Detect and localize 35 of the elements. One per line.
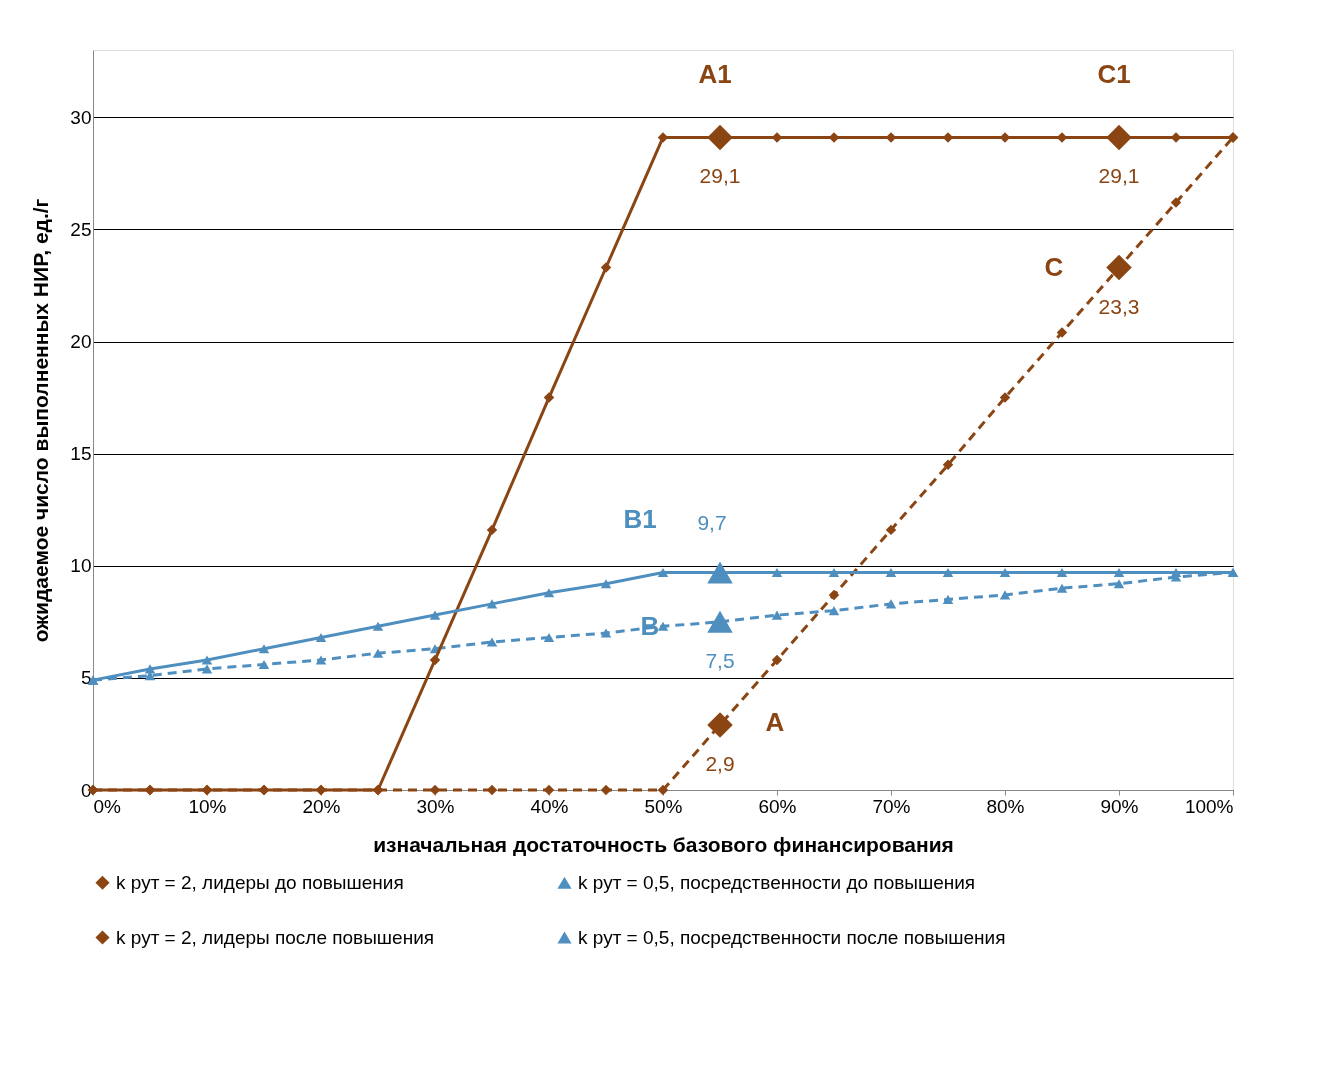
x-tick-label: 70%: [872, 795, 911, 817]
x-tick-label: 100%: [1184, 795, 1234, 817]
x-tick-label: 80%: [986, 795, 1025, 817]
x-tick-label: 10%: [188, 795, 227, 817]
y-tick-label: 20: [70, 331, 92, 353]
y-tick-label: 15: [70, 443, 92, 465]
legend-label: k рут = 0,5, посредственности после повышения: [578, 926, 1006, 948]
x-tick-label: 40%: [530, 795, 569, 817]
y-tick-label: 25: [70, 218, 92, 240]
x-tick-label: 90%: [1100, 795, 1139, 817]
x-tick-label: 0%: [93, 795, 122, 817]
data-label: 29,1: [699, 164, 741, 188]
legend-label: k рут = 2, лидеры после повышения: [116, 926, 435, 948]
data-label: 9,7: [697, 511, 727, 535]
data-label: 7,5: [705, 648, 735, 672]
y-tick-label: 30: [70, 106, 92, 128]
annotation: C: [1044, 251, 1064, 282]
data-label: 29,1: [1098, 164, 1140, 188]
annotation: B1: [623, 504, 657, 535]
x-tick-label: 50%: [644, 795, 683, 817]
y-tick-label: 5: [80, 667, 92, 689]
annotation: B: [640, 610, 660, 641]
x-axis-title: изначальная достаточность базового финансирования: [373, 832, 954, 856]
x-tick-label: 60%: [758, 795, 797, 817]
annotation: C1: [1097, 59, 1131, 90]
y-axis-title: ожидаемое число выполненных НИР, ед./г: [29, 198, 53, 643]
x-tick-label: 30%: [416, 795, 455, 817]
legend-label: k рут = 2, лидеры до повышения: [116, 871, 404, 893]
x-tick-label: 20%: [302, 795, 341, 817]
data-label: 23,3: [1098, 294, 1140, 318]
data-label: 2,9: [705, 751, 735, 775]
annotation: A: [765, 706, 785, 737]
legend-label: k рут = 0,5, посредственности до повышения: [578, 871, 976, 893]
y-tick-label: 10: [70, 555, 92, 577]
annotation: A1: [698, 59, 732, 90]
